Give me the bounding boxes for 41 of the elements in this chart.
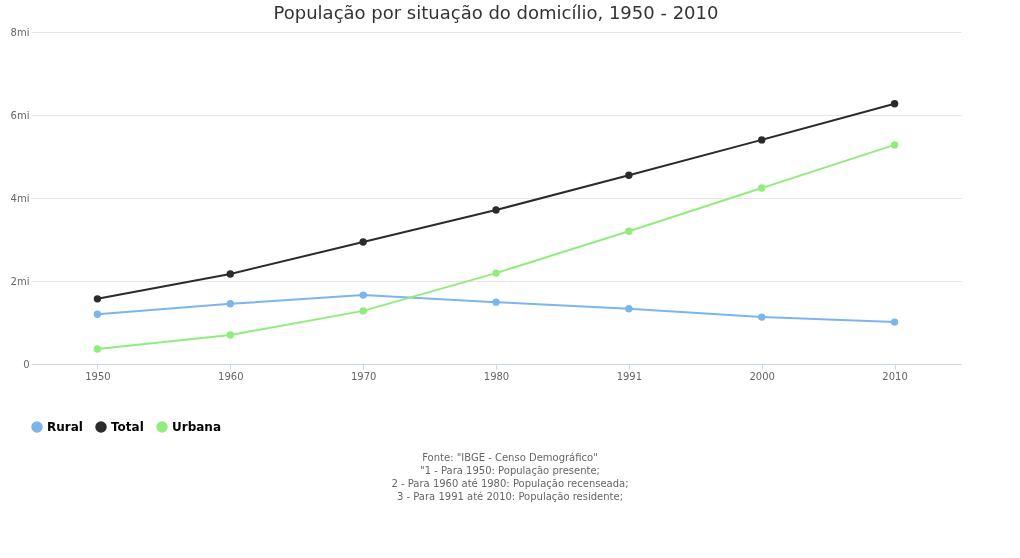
point bbox=[758, 184, 766, 192]
point bbox=[758, 313, 766, 321]
point bbox=[93, 295, 102, 303]
x-tick-label: 1991 bbox=[616, 370, 643, 382]
point bbox=[226, 270, 234, 278]
x-tick-label: 1960 bbox=[218, 370, 244, 382]
point bbox=[625, 171, 633, 179]
point bbox=[226, 331, 234, 339]
y-tick-label: 0 bbox=[23, 358, 30, 370]
legend-label: Rural bbox=[47, 420, 83, 434]
point bbox=[890, 141, 899, 149]
text: 2 - Para 1960 até 1980: População recenseada; bbox=[390, 477, 630, 490]
point bbox=[359, 238, 367, 246]
point bbox=[93, 310, 102, 318]
y-tick-label: 4mi bbox=[10, 192, 30, 204]
y-tick-label: 2mi bbox=[10, 275, 30, 287]
point bbox=[93, 345, 102, 353]
source-note: Fonte: "IBGE - Censo Demográfico" bbox=[421, 451, 599, 464]
point bbox=[226, 300, 234, 308]
point bbox=[492, 298, 500, 306]
point bbox=[492, 269, 500, 277]
legend-label: Urbana bbox=[172, 420, 221, 434]
text: 3 - Para 1991 até 2010: População residente; bbox=[395, 490, 625, 503]
y-tick-label: 8mi bbox=[10, 26, 30, 38]
text: "1 - Para 1950: População presente; bbox=[419, 464, 601, 477]
point bbox=[359, 291, 367, 299]
chart-title: População por situação do domicílio, 1950 - 2010 bbox=[273, 2, 719, 23]
point bbox=[359, 307, 367, 315]
x-tick-label: 1950 bbox=[85, 370, 111, 382]
point bbox=[758, 136, 766, 144]
point bbox=[625, 305, 633, 313]
point bbox=[492, 206, 500, 214]
y-tick-label: 6mi bbox=[10, 109, 30, 121]
x-tick-label: 1980 bbox=[483, 370, 510, 382]
x-tick-label: 2010 bbox=[882, 370, 908, 382]
legend-label: Total bbox=[111, 420, 144, 434]
x-tick-label: 2000 bbox=[749, 370, 775, 382]
point bbox=[625, 227, 633, 235]
point bbox=[890, 100, 899, 108]
x-tick-label: 1970 bbox=[350, 370, 377, 382]
point bbox=[890, 318, 899, 326]
